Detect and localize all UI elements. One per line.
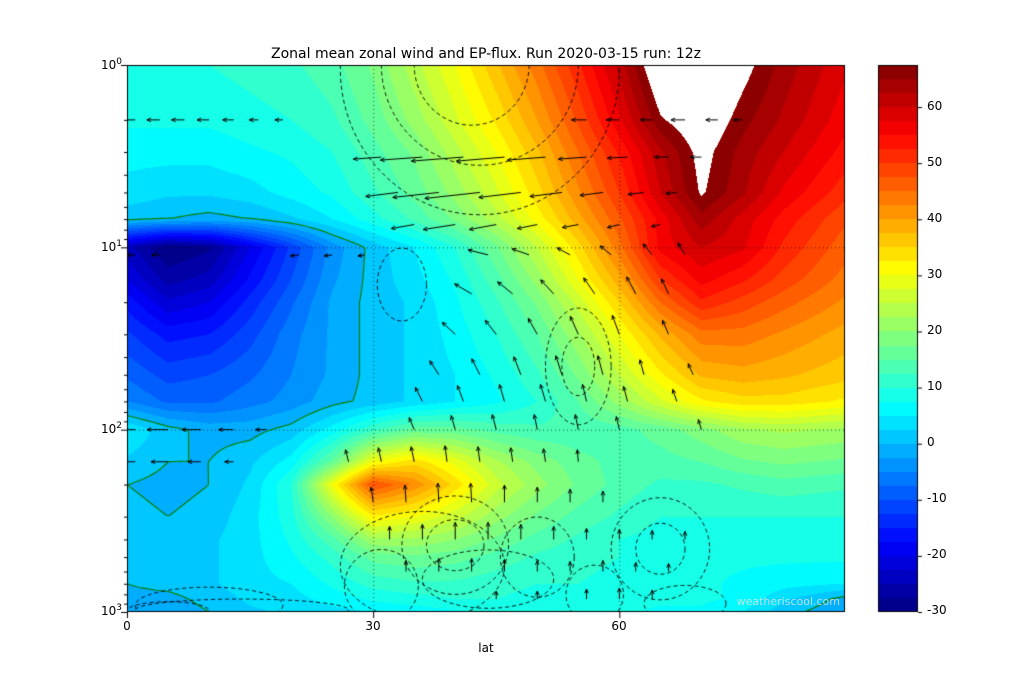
x-axis-label: lat — [478, 641, 494, 655]
colorbar-tick-label: -10 — [927, 491, 947, 505]
x-tick-label-0: 0 — [123, 619, 131, 633]
y-tick-label-1hpa: 100 — [84, 57, 122, 72]
y-tick-label-1000hpa: 103 — [84, 603, 122, 618]
colorbar-tick-label: 20 — [927, 323, 943, 337]
y-tick-exponent: 3 — [116, 603, 122, 613]
colorbar-tick-label: -30 — [927, 603, 947, 617]
y-tick-base: 10 — [100, 58, 117, 72]
colorbar-tick-label: 30 — [927, 267, 943, 281]
y-tick-exponent: 2 — [116, 421, 122, 431]
watermark: weatheriscool.com — [736, 595, 840, 608]
colorbar-tick-label: 0 — [927, 435, 935, 449]
colorbar-tick-label: 50 — [927, 155, 943, 169]
y-tick-label-100hpa: 102 — [84, 421, 122, 436]
colorbar-tick-label: 40 — [927, 211, 943, 225]
y-tick-label-10hpa: 101 — [84, 239, 122, 254]
x-tick-label-30: 30 — [365, 619, 381, 633]
y-tick-exponent: 1 — [116, 239, 122, 249]
y-tick-exponent: 0 — [116, 57, 122, 67]
x-tick-label-60: 60 — [611, 619, 627, 633]
y-tick-base: 10 — [100, 604, 117, 618]
chart-title: Zonal mean zonal wind and EP-flux. Run 2… — [271, 46, 701, 62]
y-tick-base: 10 — [100, 422, 117, 436]
colorbar-tick-label: 60 — [927, 99, 943, 113]
y-tick-base: 10 — [100, 240, 117, 254]
colorbar-tick-label: -20 — [927, 547, 947, 561]
colorbar-tick-label: 10 — [927, 379, 943, 393]
